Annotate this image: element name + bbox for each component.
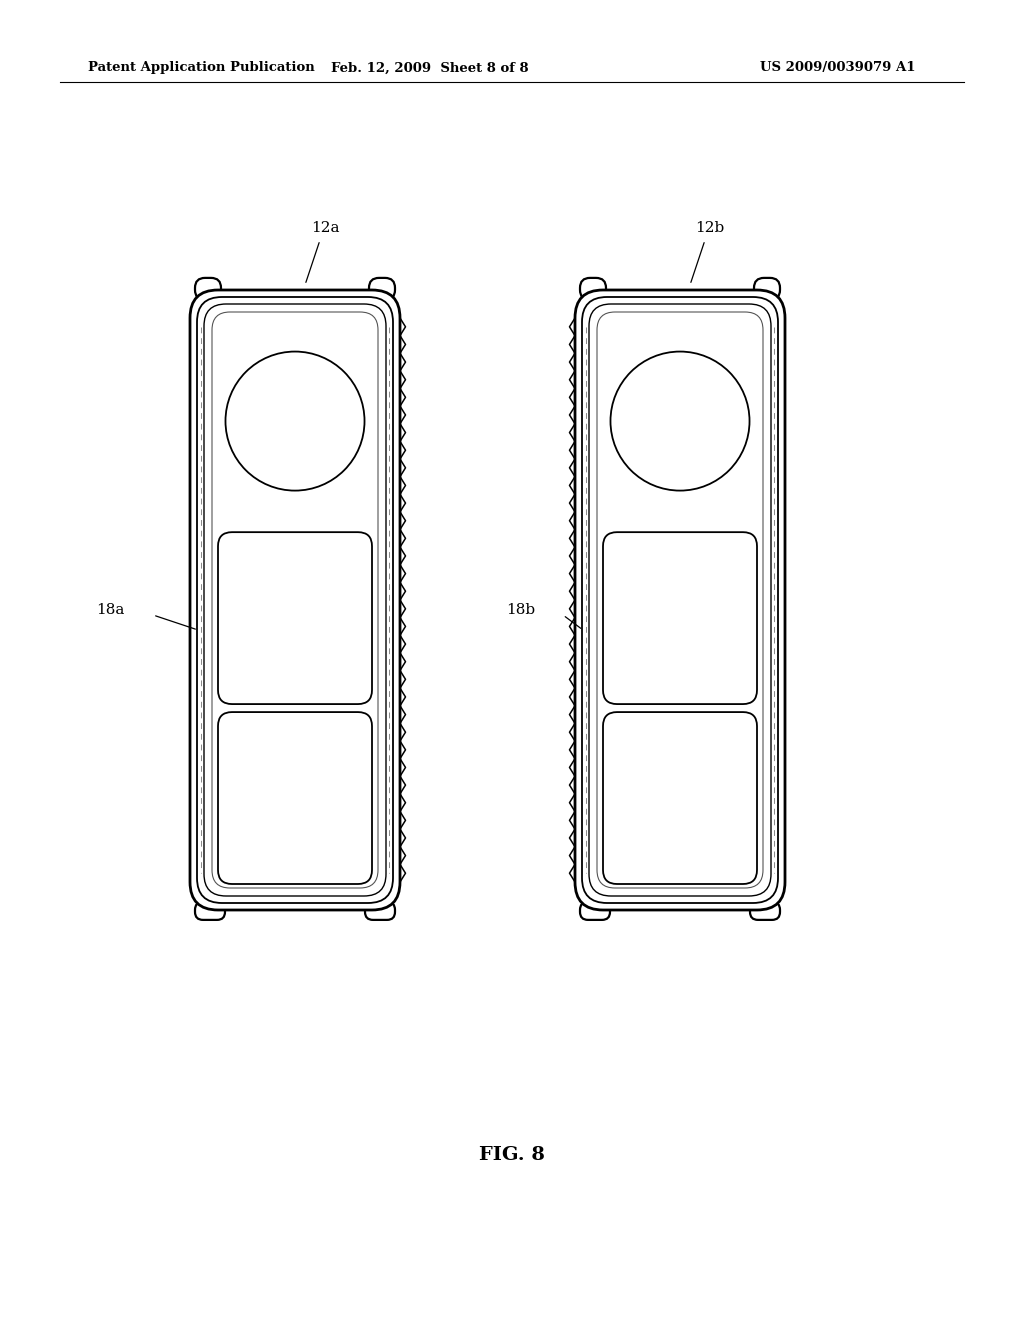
FancyBboxPatch shape [580, 279, 606, 300]
FancyBboxPatch shape [603, 711, 757, 884]
Text: Patent Application Publication: Patent Application Publication [88, 62, 314, 74]
FancyBboxPatch shape [750, 902, 780, 920]
FancyBboxPatch shape [190, 290, 400, 909]
FancyBboxPatch shape [195, 279, 221, 300]
FancyBboxPatch shape [365, 902, 395, 920]
Text: US 2009/0039079 A1: US 2009/0039079 A1 [760, 62, 915, 74]
FancyBboxPatch shape [195, 902, 225, 920]
FancyBboxPatch shape [580, 902, 610, 920]
Text: Feb. 12, 2009  Sheet 8 of 8: Feb. 12, 2009 Sheet 8 of 8 [331, 62, 528, 74]
FancyBboxPatch shape [754, 279, 780, 300]
Text: FIG. 8: FIG. 8 [479, 1146, 545, 1164]
Circle shape [610, 351, 750, 491]
Text: 18a: 18a [96, 603, 125, 616]
FancyBboxPatch shape [218, 711, 372, 884]
Text: 12b: 12b [695, 220, 725, 235]
FancyBboxPatch shape [369, 279, 395, 300]
FancyBboxPatch shape [575, 290, 785, 909]
Text: 12a: 12a [310, 220, 339, 235]
Circle shape [225, 351, 365, 491]
FancyBboxPatch shape [603, 532, 757, 704]
FancyBboxPatch shape [218, 532, 372, 704]
Text: 18b: 18b [506, 603, 535, 616]
